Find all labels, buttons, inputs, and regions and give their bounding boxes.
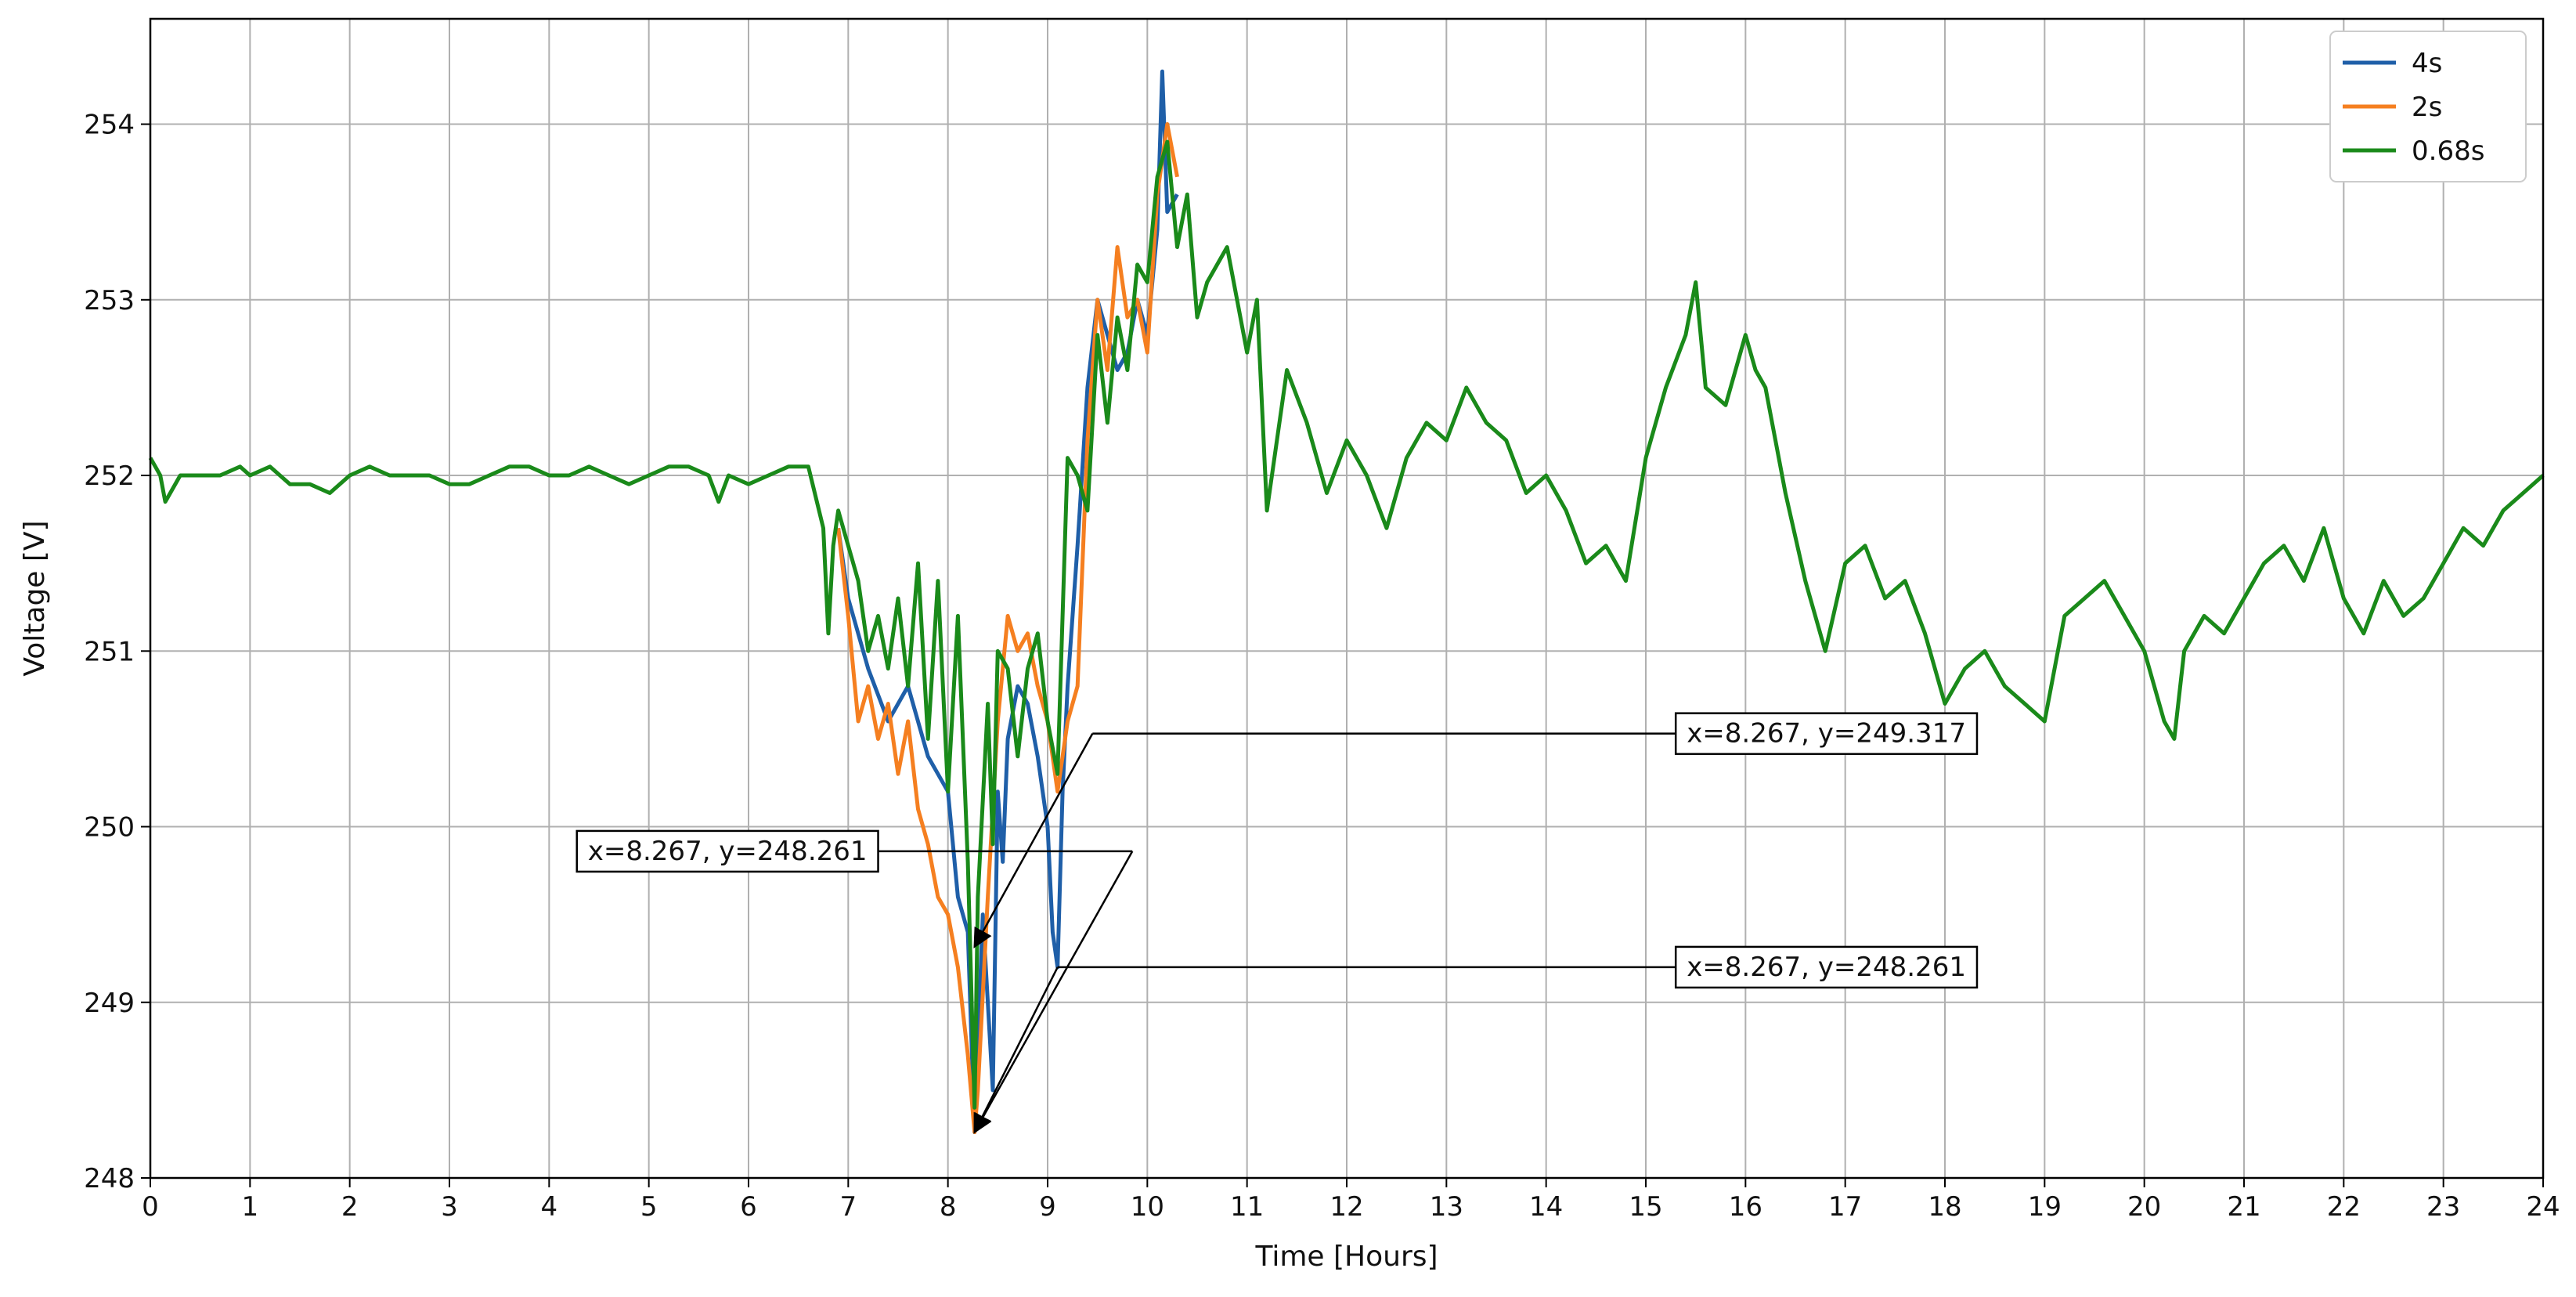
- x-tick-label: 5: [640, 1191, 658, 1223]
- y-tick-label: 252: [84, 461, 135, 492]
- x-tick-label: 10: [1131, 1191, 1164, 1223]
- x-tick-label: 21: [2227, 1191, 2260, 1223]
- annotation-arrow: [973, 733, 1094, 948]
- x-tick-label: 2: [341, 1191, 359, 1223]
- grid: [150, 19, 2544, 1179]
- annotation-1: x=8.267, y=249.317: [973, 712, 1979, 948]
- annotation-3: x=8.267, y=248.261: [973, 945, 1979, 1134]
- y-axis-label: Voltage [V]: [19, 520, 51, 676]
- legend: 4s 2s 0.68s: [2329, 31, 2527, 182]
- annotation-label: x=8.267, y=248.261: [588, 836, 868, 867]
- x-tick-label: 8: [940, 1191, 957, 1223]
- series-line-0.68s: [148, 139, 2545, 1110]
- x-tick-label: 7: [840, 1191, 857, 1223]
- x-tick-label: 18: [1928, 1191, 1961, 1223]
- x-tick-label: 4: [541, 1191, 558, 1223]
- legend-label-0.68s: 0.68s: [2412, 135, 2484, 167]
- y-tick-label: 254: [84, 110, 135, 141]
- annotation-arrow: [973, 966, 1059, 1134]
- x-tick-label: 3: [441, 1191, 458, 1223]
- annotation-arrow: [973, 851, 1134, 1134]
- annotation-2: x=8.267, y=248.261: [575, 829, 1134, 1134]
- y-tick-label: 248: [84, 1163, 135, 1194]
- y-axis-ticks: 248 249 250 251 252 253 254: [84, 110, 150, 1194]
- annotation-label: x=8.267, y=249.317: [1687, 718, 1966, 750]
- legend-label-4s: 4s: [2412, 48, 2442, 79]
- x-tick-label: 20: [2127, 1191, 2161, 1223]
- series-line-4s: [836, 69, 1179, 1134]
- x-tick-label: 9: [1039, 1191, 1056, 1223]
- y-tick-label: 250: [84, 812, 135, 844]
- x-tick-label: 13: [1430, 1191, 1463, 1223]
- x-tick-label: 24: [2526, 1191, 2560, 1223]
- x-axis-label: Time [Hours]: [1254, 1241, 1438, 1273]
- x-tick-label: 16: [1729, 1191, 1762, 1223]
- legend-label-2s: 2s: [2412, 92, 2442, 123]
- x-tick-label: 12: [1329, 1191, 1363, 1223]
- series-layer: [148, 69, 2545, 1134]
- x-tick-label: 11: [1230, 1191, 1264, 1223]
- annotation-label: x=8.267, y=248.261: [1687, 952, 1966, 983]
- x-tick-label: 19: [2028, 1191, 2062, 1223]
- x-tick-label: 15: [1629, 1191, 1662, 1223]
- x-tick-label: 17: [1828, 1191, 1862, 1223]
- legend-box: [2329, 31, 2527, 182]
- x-tick-label: 23: [2426, 1191, 2460, 1223]
- annotation-box: [1674, 945, 1979, 989]
- x-tick-label: 0: [142, 1191, 159, 1223]
- annotation-box: [575, 829, 879, 873]
- x-tick-label: 14: [1529, 1191, 1563, 1223]
- y-tick-label: 253: [84, 285, 135, 316]
- x-tick-label: 22: [2327, 1191, 2361, 1223]
- x-tick-label: 1: [242, 1191, 259, 1223]
- annotation-box: [1674, 712, 1979, 755]
- annotations: x=8.267, y=249.317 x=8.267, y=248.261 x=8.…: [575, 712, 1979, 1134]
- x-tick-label: 6: [740, 1191, 757, 1223]
- y-tick-label: 249: [84, 988, 135, 1019]
- x-axis-ticks: 0 1 2 3 4 5 6 7 8 9 10 11 12 13 14 15 16 17 18 19 20 21 22 23 24: [142, 1178, 2560, 1223]
- y-tick-label: 251: [84, 636, 135, 667]
- series-line-2s: [836, 122, 1179, 1134]
